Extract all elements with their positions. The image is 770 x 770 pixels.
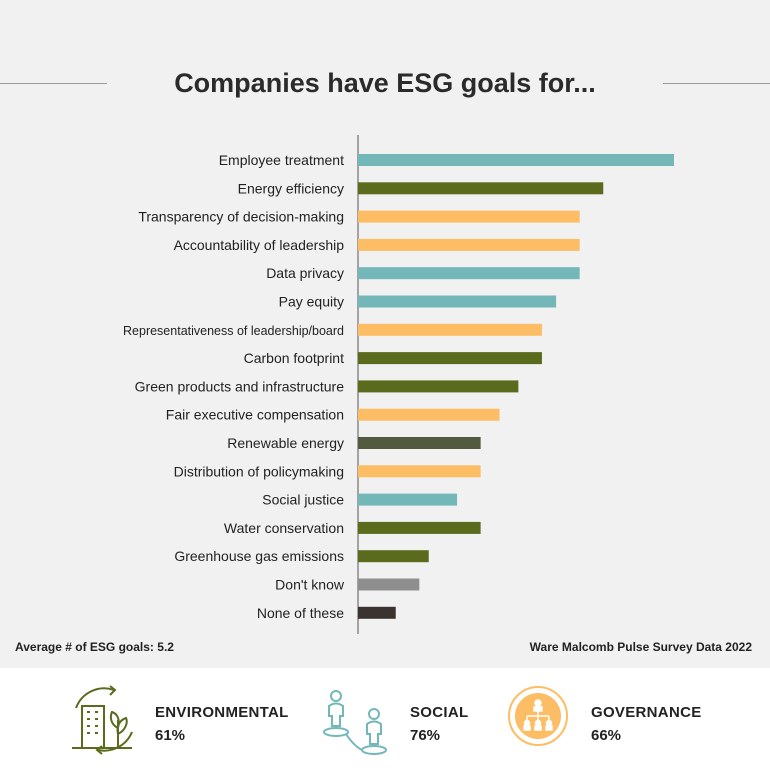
category-label: Carbon footprint [244,350,345,366]
bar [358,578,420,591]
category-label: Renewable energy [227,435,344,451]
category-label: Energy efficiency [238,180,344,196]
chart-area: Companies have ESG goals for... Employee… [0,68,770,654]
bar [358,408,500,421]
category-summary-panel: ENVIRONMENTAL 61% SOCIAL 76% [0,668,770,770]
bar [358,437,481,449]
category-label: Data privacy [266,265,344,281]
org-chart-icon [508,686,568,746]
category-label: Accountability of leadership [174,237,345,253]
building-leaf-icon [72,685,133,755]
bar [358,267,580,280]
source-note: Ware Malcomb Pulse Survey Data 2022 [529,640,752,654]
bar [358,238,580,251]
average-goals-note: Average # of ESG goals: 5.2 [15,640,174,654]
social-percent: 76% [410,727,441,744]
environmental-percent: 61% [155,727,186,744]
category-label: Pay equity [279,294,344,310]
people-connection-icon [323,690,387,755]
category-label: Water conservation [224,520,344,536]
title-rule-left [0,83,107,84]
bar [358,352,542,365]
bar [358,493,458,506]
bar [358,380,519,393]
bar [358,295,557,308]
bar [358,521,481,534]
category-label: Representativeness of leadership/board [123,324,344,338]
category-label: Don't know [275,577,345,593]
bar [358,550,429,563]
governance-label: GOVERNANCE [591,704,702,721]
title-rule-right [663,83,770,84]
bar [358,465,481,478]
bar-chart: Employee treatment Energy efficiency Trans… [123,135,674,634]
bar [358,210,580,223]
category-label: Fair executive compensation [166,407,344,423]
bar [358,154,674,166]
chart-title: Companies have ESG goals for... [174,68,596,98]
category-label: Employee treatment [219,152,344,168]
category-label: Transparency of decision-making [138,209,344,225]
bar [358,323,542,336]
category-label: Green products and infrastructure [135,378,345,394]
social-label: SOCIAL [410,704,469,721]
category-label: Distribution of policymaking [174,463,344,479]
category-label: Social justice [262,492,344,508]
category-label: Greenhouse gas emissions [174,548,344,564]
category-label: None of these [257,605,344,621]
governance-percent: 66% [591,727,622,744]
bar [358,606,396,619]
bar [358,182,604,195]
environmental-label: ENVIRONMENTAL [155,704,289,721]
